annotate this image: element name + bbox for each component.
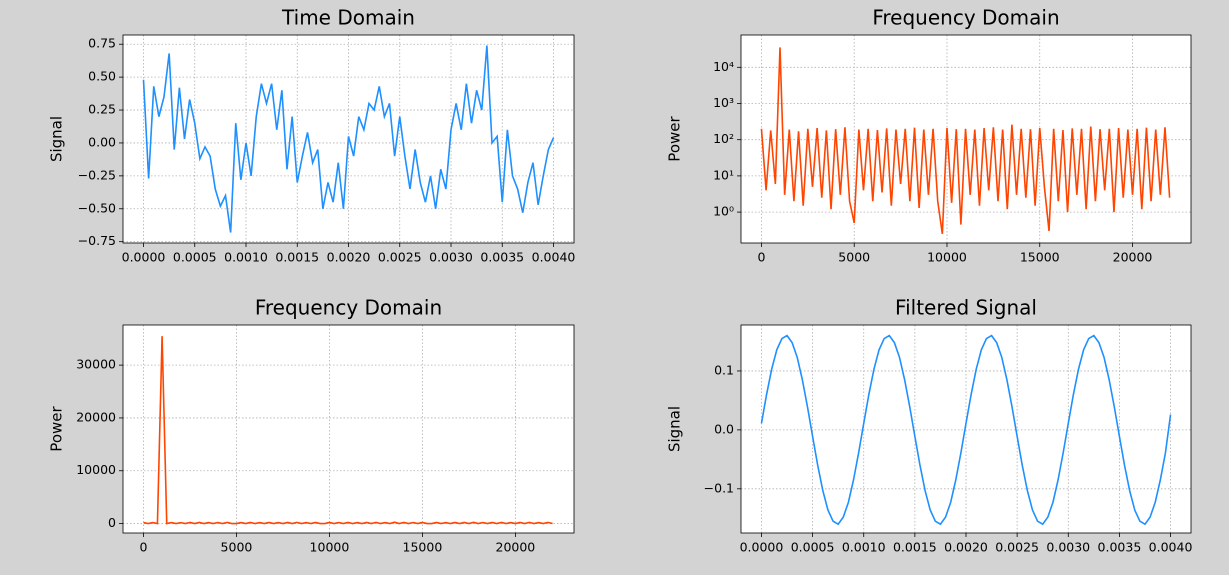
plot-frame	[740, 324, 1192, 534]
y-tick-label: 10⁰	[713, 204, 734, 219]
chart-title: Filtered Signal	[895, 296, 1037, 320]
x-tick-label: 0.0000	[122, 250, 166, 265]
plot-frame	[740, 34, 1192, 244]
y-tick-label: 0.75	[88, 36, 116, 51]
x-tick-label: 0	[757, 250, 765, 265]
x-tick-label: 10000	[310, 540, 350, 555]
chart-title: Frequency Domain	[872, 6, 1059, 30]
x-tick-label: 5000	[221, 540, 253, 555]
y-tick-label: 0.50	[88, 69, 116, 84]
signal-line	[760, 334, 1172, 526]
x-tick-label: 0.0030	[429, 250, 473, 265]
y-tick-label: 0.0	[714, 421, 734, 436]
chart-title: Frequency Domain	[255, 296, 442, 320]
y-tick-label: 0.00	[88, 134, 116, 149]
y-tick-label: −0.75	[78, 233, 116, 248]
x-tick-label: 0.0010	[842, 540, 886, 555]
y-tick-label: 0	[108, 515, 116, 530]
x-tick-label: 0.0040	[1149, 540, 1193, 555]
chart-title: Time Domain	[281, 6, 415, 30]
plot-frame	[122, 34, 575, 244]
x-tick-label: 0.0010	[224, 250, 268, 265]
x-tick-label: 0.0025	[378, 250, 422, 265]
y-tick-label: −0.50	[78, 200, 116, 215]
x-tick-label: 20000	[1113, 250, 1153, 265]
x-tick-label: 0.0020	[944, 540, 988, 555]
y-tick-label: 10²	[713, 131, 734, 146]
x-tick-label: 10000	[927, 250, 967, 265]
signal-line	[142, 45, 555, 233]
y-tick-label: 0.25	[88, 102, 116, 117]
plot-area	[123, 325, 574, 533]
x-tick-label: 0.0040	[532, 250, 576, 265]
y-tick-label: −0.25	[78, 167, 116, 182]
plot-frame	[122, 324, 575, 534]
x-tick-label: 0	[140, 540, 148, 555]
x-tick-label: 0.0030	[1046, 540, 1090, 555]
y-tick-label: −0.1	[704, 480, 734, 495]
y-tick-label: 0.1	[714, 362, 734, 377]
x-tick-label: 0.0035	[480, 250, 524, 265]
x-tick-label: 0.0035	[1098, 540, 1142, 555]
y-tick-label: 30000	[76, 357, 116, 372]
y-axis-label: Signal	[666, 406, 684, 452]
x-tick-label: 15000	[403, 540, 443, 555]
signal-line	[760, 47, 1171, 234]
y-tick-label: 10⁴	[713, 59, 734, 74]
x-tick-label: 0.0000	[740, 540, 784, 555]
x-tick-label: 15000	[1020, 250, 1060, 265]
y-tick-label: 10000	[76, 462, 116, 477]
x-tick-label: 0.0005	[791, 540, 835, 555]
y-axis-label: Signal	[48, 116, 66, 162]
y-axis-label: Power	[666, 115, 684, 161]
y-tick-label: 10¹	[713, 167, 734, 182]
x-tick-label: 0.0025	[995, 540, 1039, 555]
y-tick-label: 10³	[713, 95, 734, 110]
x-tick-label: 0.0015	[893, 540, 937, 555]
x-tick-label: 0.0015	[275, 250, 319, 265]
x-tick-label: 5000	[838, 250, 870, 265]
x-tick-label: 0.0005	[173, 250, 217, 265]
x-tick-label: 20000	[496, 540, 536, 555]
y-axis-label: Power	[48, 405, 66, 451]
plot-area	[741, 325, 1191, 533]
x-tick-label: 0.0020	[327, 250, 371, 265]
y-tick-label: 20000	[76, 409, 116, 424]
signal-line	[143, 336, 553, 525]
